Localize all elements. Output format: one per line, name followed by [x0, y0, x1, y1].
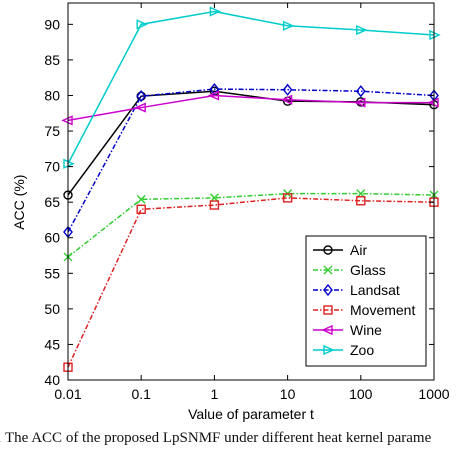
y-tick-label: 45	[44, 336, 60, 352]
axes: 40 45 50 55 60 65 70 75 80 85 90 0.01 0.1 1 10 100 1000	[44, 2, 450, 402]
legend-label-air: Air	[350, 242, 367, 258]
x-tick-label: 1000	[418, 386, 449, 402]
data-point-landsat	[355, 85, 366, 98]
y-tick-label: 70	[44, 159, 60, 175]
data-point-landsat	[282, 83, 293, 96]
series-line-wine	[67, 94, 434, 122]
y-tick-label: 85	[44, 52, 60, 68]
y-tick-label: 55	[44, 265, 60, 281]
data-point-wine	[354, 97, 366, 108]
data-point-landsat	[209, 82, 220, 96]
series-line-zoo	[67, 10, 435, 165]
data-point-glass	[136, 194, 146, 204]
data-point-movement	[356, 196, 366, 206]
x-axis-label: Value of parameter t	[188, 406, 314, 422]
legend-marker-wine	[321, 324, 333, 336]
series-line-glass	[67, 192, 435, 258]
data-point-zoo	[136, 19, 148, 30]
y-axis-label: ACC (%)	[11, 175, 27, 230]
y-tick-label: 40	[44, 372, 60, 388]
caption-text: 1 The ACC of the proposed LpSNMF under d…	[0, 431, 432, 446]
y-tick-label: 50	[44, 301, 60, 317]
y-tick-label: 60	[44, 230, 60, 246]
data-point-zoo	[282, 20, 295, 31]
series-line-air	[67, 90, 435, 196]
legend-marker-movement	[323, 305, 333, 315]
legend-marker-zoo	[323, 344, 335, 356]
series-line-movement	[67, 197, 435, 368]
y-tick-label: 80	[44, 87, 60, 103]
x-tick-label: 1	[211, 386, 219, 402]
data-point-movement	[209, 200, 220, 210]
legend-marker-air	[323, 245, 333, 255]
data-point-wine	[280, 94, 293, 105]
y-tick-label: 75	[44, 123, 60, 139]
series-line-landsat	[67, 88, 435, 233]
legend-label-movement: Movement	[350, 302, 415, 318]
data-point-movement	[136, 204, 146, 214]
data-point-wine	[134, 102, 146, 113]
x-tick-label: 0.01	[54, 386, 81, 402]
data-point-movement	[282, 193, 293, 203]
data-point-landsat	[136, 90, 147, 103]
legend-label-glass: Glass	[350, 262, 386, 278]
legend: Air Glass Landsat Movement Wine Zoo	[305, 235, 427, 367]
legend-label-wine: Wine	[350, 322, 382, 338]
legend-label-landsat: Landsat	[350, 282, 400, 298]
figure-caption: 1 The ACC of the proposed LpSNMF under d…	[0, 431, 474, 449]
x-tick-label: 100	[349, 386, 373, 402]
legend-box	[305, 235, 427, 367]
legend-marker-landsat	[323, 283, 333, 297]
x-tick-label: 10	[280, 386, 296, 402]
legend-marker-glass	[323, 265, 333, 275]
axes-frame	[67, 2, 435, 381]
data-point-wine	[207, 90, 220, 101]
data-point-zoo	[209, 6, 222, 17]
y-tick-label: 90	[44, 16, 60, 32]
data-point-zoo	[356, 24, 368, 36]
legend-label-zoo: Zoo	[350, 342, 374, 358]
x-tick-label: 0.1	[131, 386, 151, 402]
y-tick-label: 65	[44, 194, 60, 210]
